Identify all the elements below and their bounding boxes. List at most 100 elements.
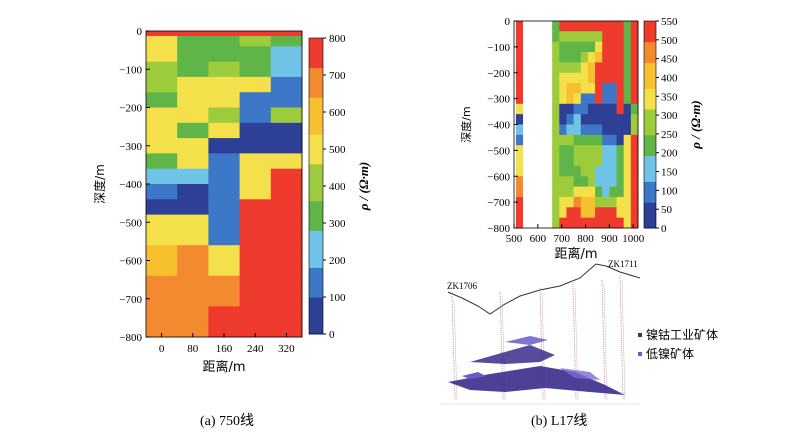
colorbar-tick-label: 100 <box>661 185 678 197</box>
heatmap-cell <box>630 72 639 84</box>
x-tick-label: 240 <box>247 343 264 355</box>
x-tick-label: 320 <box>278 343 295 355</box>
heatmap-cell <box>595 186 603 198</box>
heatmap-cell <box>623 103 632 115</box>
heatmap-cell <box>580 207 589 219</box>
colorbar-segment <box>644 134 656 141</box>
heatmap-cell <box>177 138 209 154</box>
heatmap-cell <box>595 21 603 32</box>
heatmap-cell <box>566 21 575 32</box>
heatmap-cell <box>552 31 560 43</box>
heatmap-cell <box>573 52 582 63</box>
heatmap-cell <box>146 245 178 261</box>
colorbar-segment <box>644 21 656 27</box>
heatmap-cell <box>552 124 560 136</box>
heatmap-cell <box>609 176 618 188</box>
colorbar-segment <box>644 207 656 213</box>
heatmap-cell <box>573 62 582 74</box>
colorbar-tick-label: 450 <box>661 54 678 66</box>
heatmap-cell <box>208 76 241 93</box>
heatmap-cell <box>616 207 625 219</box>
colorbar-segment <box>309 104 323 113</box>
colorbar-segment <box>309 193 323 202</box>
x-tick-label: 80 <box>187 343 199 355</box>
heatmap-cell <box>616 155 625 167</box>
y-tick-label: 0 <box>505 16 511 28</box>
heatmap-cell <box>580 83 589 94</box>
heatmap-cell <box>609 155 618 167</box>
heatmap-cell <box>573 165 582 177</box>
heatmap-cell <box>566 62 575 74</box>
colorbar-a: 0 100 200 300 400 500 600 700 800 ρ / (Ω·m) <box>308 33 371 341</box>
heatmap-cell <box>580 196 589 208</box>
heatmap-cell <box>239 260 272 277</box>
heatmap-cell <box>208 61 241 78</box>
heatmap-cell <box>552 176 560 188</box>
y-axis-label: 深度/m <box>92 164 107 204</box>
heatmap-cell <box>573 176 582 188</box>
colorbar-segment <box>644 140 656 146</box>
heatmap-cell <box>566 41 575 53</box>
colorbar-segment <box>309 267 323 276</box>
heatmap-cell <box>559 62 567 74</box>
colorbar-tick-label: 100 <box>329 292 346 304</box>
heatmap-cell <box>515 31 524 43</box>
colorbar-segment <box>309 200 323 209</box>
heatmap-cell <box>609 217 618 229</box>
heatmap-cell <box>566 145 575 157</box>
x-tick-label: 0 <box>159 343 165 355</box>
heatmap-cell <box>515 155 524 167</box>
heatmap-cell <box>595 155 603 167</box>
heatmap-cell <box>270 46 303 63</box>
y-tick-label: −800 <box>119 332 142 344</box>
heatmap-cell <box>573 31 582 43</box>
heatmap-cell <box>595 103 603 115</box>
heatmap-cell <box>609 114 618 125</box>
heatmap-cell <box>146 107 178 124</box>
heatmap-cell <box>587 186 596 198</box>
heatmap-cell <box>515 186 524 198</box>
caption-b: (b) L17线 <box>531 414 588 429</box>
heatmap-cell <box>623 62 632 74</box>
colorbar-tick-label: 250 <box>661 129 678 141</box>
colorbar-segment <box>644 176 656 182</box>
heatmap-cell <box>616 52 625 63</box>
heatmap-cell <box>552 52 560 63</box>
heatmap-cell <box>208 46 241 63</box>
heatmap-cell <box>623 83 632 94</box>
heatmap-cell <box>146 61 178 78</box>
heatmap-cell <box>559 52 567 63</box>
heatmap-cell <box>270 229 303 246</box>
heatmap-cell <box>239 46 272 63</box>
heatmap-cell <box>630 186 639 198</box>
heatmap-cell <box>573 93 582 105</box>
heatmap-cell <box>177 229 209 246</box>
colorbar-tick-label: 0 <box>329 329 335 341</box>
heatmap-cell <box>559 165 567 177</box>
heatmap-cell <box>580 93 589 105</box>
y-axis-label: 深度/m <box>459 106 473 142</box>
heatmap-cell <box>595 207 603 219</box>
heatmap-cell <box>146 92 178 108</box>
colorbar-segment <box>644 67 656 74</box>
colorbar-segment <box>309 163 323 172</box>
caption-a: (a) 750线 <box>200 414 255 429</box>
colorbar-tick-label: 400 <box>661 72 678 84</box>
y-tick-label: −500 <box>487 145 510 157</box>
heatmap-cell <box>146 46 178 63</box>
heatmap-cell <box>239 199 272 216</box>
heatmap-cell <box>566 83 575 94</box>
heatmap-cell <box>559 155 567 167</box>
heatmap-cell <box>177 306 209 323</box>
colorbar-segment <box>309 97 323 106</box>
heatmap-cell <box>602 52 610 63</box>
heatmap-cell <box>270 199 303 216</box>
colorbar-tick-label: 350 <box>661 91 678 103</box>
colorbar-tick-label: 0 <box>661 223 667 235</box>
heatmap-cell <box>559 103 567 115</box>
heatmap-cell <box>573 134 582 146</box>
colorbar-tick-label: 700 <box>329 70 346 82</box>
heatmap-cell <box>616 31 625 43</box>
colorbar-segment <box>309 186 323 194</box>
heatmap-cell <box>239 138 272 154</box>
